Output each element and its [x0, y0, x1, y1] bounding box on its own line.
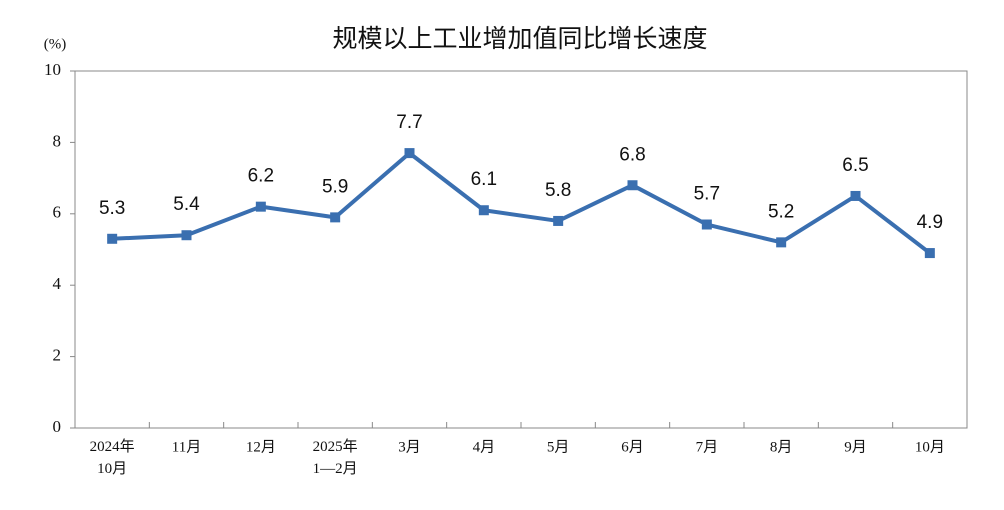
y-axis-unit: (%) [44, 36, 67, 52]
x-tick-label: 5月 [547, 439, 570, 455]
series-line [112, 151, 932, 255]
marker [330, 212, 341, 223]
y-tick-label: 4 [53, 274, 62, 293]
x-tick-label: 12月 [246, 439, 276, 455]
data-label: 4.9 [917, 212, 943, 233]
y-tick-label: 8 [53, 131, 62, 150]
data-label: 5.2 [768, 201, 794, 222]
data-label: 5.7 [694, 184, 720, 205]
y-tick-label: 10 [44, 60, 61, 79]
x-tick-label: 2024年 10月 [90, 438, 135, 477]
x-tick-label: 6月 [621, 439, 644, 455]
plot-frame [74, 70, 968, 429]
chart-title: 规模以上工业增加值同比增长速度 [332, 24, 707, 53]
data-label: 5.9 [322, 176, 348, 197]
data-label: 5.3 [99, 198, 125, 219]
x-tick-label: 9月 [844, 439, 867, 455]
marker [107, 233, 118, 244]
data-label: 5.8 [545, 180, 571, 201]
x-tick-label: 2025年 1—2月 [313, 438, 358, 477]
marker [701, 219, 712, 230]
data-label: 6.1 [471, 169, 497, 190]
marker [924, 248, 935, 259]
marker [627, 180, 638, 191]
y-tick-label: 2 [53, 346, 62, 365]
y-tick-label: 6 [53, 203, 62, 222]
x-tick-label: 3月 [398, 439, 421, 455]
marker [404, 148, 415, 159]
marker [478, 205, 489, 216]
marker [553, 215, 564, 226]
x-tick-label: 8月 [770, 439, 793, 455]
x-tick-label: 11月 [172, 439, 201, 455]
marker [850, 190, 861, 201]
marker [255, 201, 266, 212]
data-label: 6.8 [619, 144, 645, 165]
marker [776, 237, 787, 248]
data-label: 5.4 [173, 194, 200, 215]
data-label: 6.5 [842, 155, 868, 176]
data-label: 6.2 [248, 166, 274, 187]
x-tick-label: 10月 [915, 439, 945, 455]
y-tick-label: 0 [53, 417, 62, 436]
data-label: 7.7 [396, 112, 422, 133]
marker [181, 230, 192, 241]
x-tick-label: 7月 [696, 439, 719, 455]
x-tick-label: 4月 [473, 439, 496, 455]
